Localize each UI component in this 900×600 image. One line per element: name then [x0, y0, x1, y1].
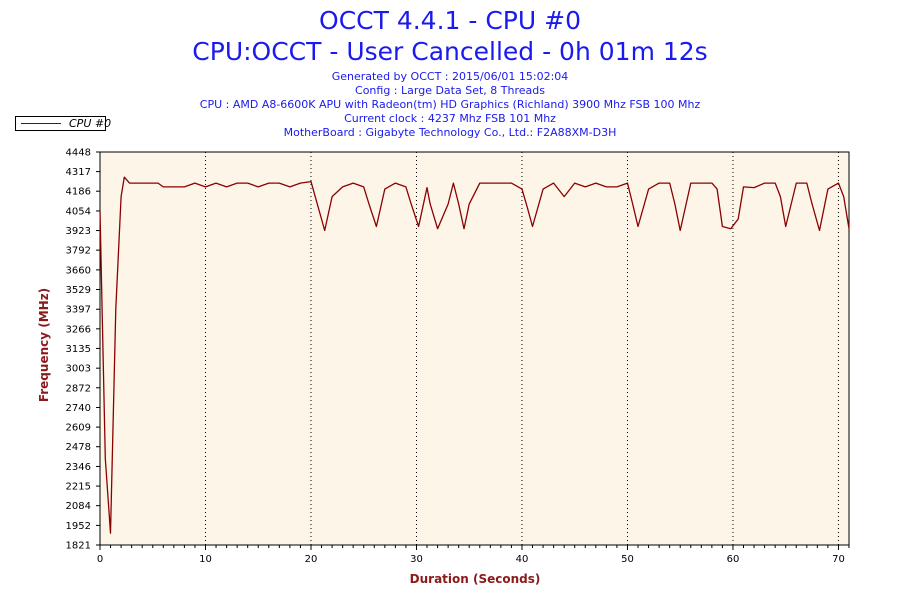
y-tick-label: 3923: [66, 226, 91, 237]
x-tick-label: 20: [305, 554, 318, 565]
y-tick-label: 3003: [66, 364, 91, 375]
info-cpu: CPU : AMD A8-6600K APU with Radeon(tm) H…: [199, 98, 701, 111]
y-tick-label: 3792: [66, 246, 91, 257]
y-tick-label: 2478: [66, 442, 91, 453]
y-tick-label: 2740: [66, 403, 91, 414]
y-tick-label: 2346: [66, 462, 91, 473]
info-generated: Generated by OCCT : 2015/06/01 15:02:04: [331, 70, 569, 83]
x-tick-label: 10: [199, 554, 212, 565]
y-tick-label: 2872: [66, 383, 91, 394]
series-line-cpu-0: [99, 176, 850, 534]
chart-subtitle: CPU:OCCT - User Cancelled - 0h 01m 12s: [192, 37, 708, 66]
y-tick-label: 3266: [66, 324, 91, 335]
chart-title: OCCT 4.4.1 - CPU #0: [319, 6, 581, 35]
y-axis-label: Frequency (MHz): [37, 287, 51, 403]
x-tick-label: 60: [727, 554, 740, 565]
y-tick-label: 3135: [66, 344, 91, 355]
y-tick-label: 3660: [66, 265, 91, 276]
legend: CPU #0: [15, 116, 111, 131]
x-tick-label: 0: [97, 554, 103, 565]
info-config: Config : Large Data Set, 8 Threads: [355, 84, 545, 97]
info-motherboard: MotherBoard : Gigabyte Technology Co., L…: [283, 126, 617, 139]
y-tick-label: 1821: [66, 541, 91, 552]
y-tick-label: 2084: [66, 501, 91, 512]
y-tick-label: 4317: [66, 167, 91, 178]
y-tick-label: 3397: [66, 305, 91, 316]
x-tick-label: 50: [621, 554, 634, 565]
legend-swatch: [21, 123, 61, 124]
y-tick-label: 3529: [66, 285, 91, 296]
y-tick-label: 2609: [66, 423, 91, 434]
y-tick-label: 1952: [66, 521, 91, 532]
x-tick-label: 30: [410, 554, 423, 565]
legend-label: CPU #0: [69, 117, 112, 130]
y-tick-label: 4448: [66, 148, 91, 159]
y-tick-label: 4186: [66, 187, 91, 198]
plot-area: [100, 152, 849, 545]
y-tick-label: 4054: [66, 206, 91, 217]
y-tick-label: 2215: [66, 482, 91, 493]
x-tick-label: 70: [832, 554, 845, 565]
info-current-clock: Current clock : 4237 Mhz FSB 101 Mhz: [344, 112, 556, 125]
x-axis-label: Duration (Seconds): [409, 572, 541, 586]
x-tick-label: 40: [516, 554, 529, 565]
